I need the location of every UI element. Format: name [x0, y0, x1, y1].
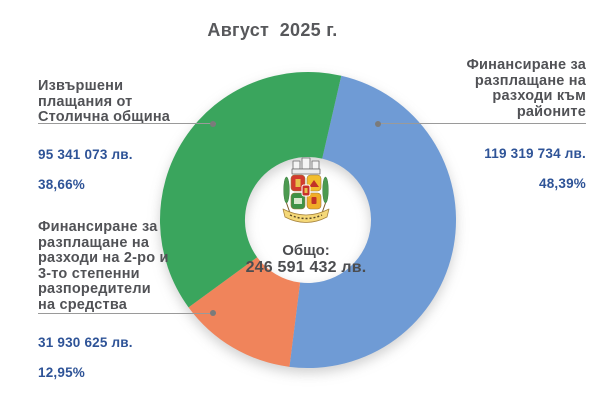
center-total-value: 246 591 432 лв.	[245, 259, 367, 276]
amount-razporediteli: 31 930 625 лв.	[38, 335, 133, 350]
leader-line-rayoni	[378, 123, 586, 124]
amount-rayoni: 119 319 734 лв.	[484, 146, 586, 161]
donut-slices	[159, 71, 457, 368]
sofia-coat-of-arms-icon	[282, 157, 330, 223]
callout-values-razporediteli: 31 930 625 лв. 12,95%	[38, 320, 218, 380]
center-total-label: Общо:	[282, 242, 330, 259]
leader-line-stolichna	[38, 123, 216, 124]
leader-dot-stolichna	[210, 121, 216, 127]
leader-line-razporediteli	[38, 313, 216, 314]
callout-values-rayoni: 119 319 734 лв. 48,39%	[406, 131, 586, 191]
callout-label-stolichna: Извършени плащания от Столична община	[38, 78, 171, 125]
center-total: Общо: 246 591 432 лв.	[206, 242, 406, 277]
amount-stolichna: 95 341 073 лв.	[38, 147, 133, 162]
percent-razporediteli: 12,95%	[38, 365, 85, 380]
donut-slice-stolichna[interactable]	[159, 71, 342, 308]
callout-label-razporediteli: Финансиране за разплащане на разходи на …	[38, 219, 169, 313]
leader-dot-rayoni	[375, 121, 381, 127]
leader-dot-razporediteli	[210, 310, 216, 316]
callout-values-stolichna: 95 341 073 лв. 38,66%	[38, 132, 218, 192]
percent-rayoni: 48,39%	[539, 176, 586, 191]
donut-slice-rayoni[interactable]	[289, 75, 457, 368]
chart-title: Август 2025 г.	[207, 20, 338, 40]
donut-slice-razporediteli[interactable]	[188, 257, 301, 367]
percent-stolichna: 38,66%	[38, 177, 85, 192]
callout-label-rayoni: Финансиране за разплащане на разходи към…	[466, 57, 586, 120]
